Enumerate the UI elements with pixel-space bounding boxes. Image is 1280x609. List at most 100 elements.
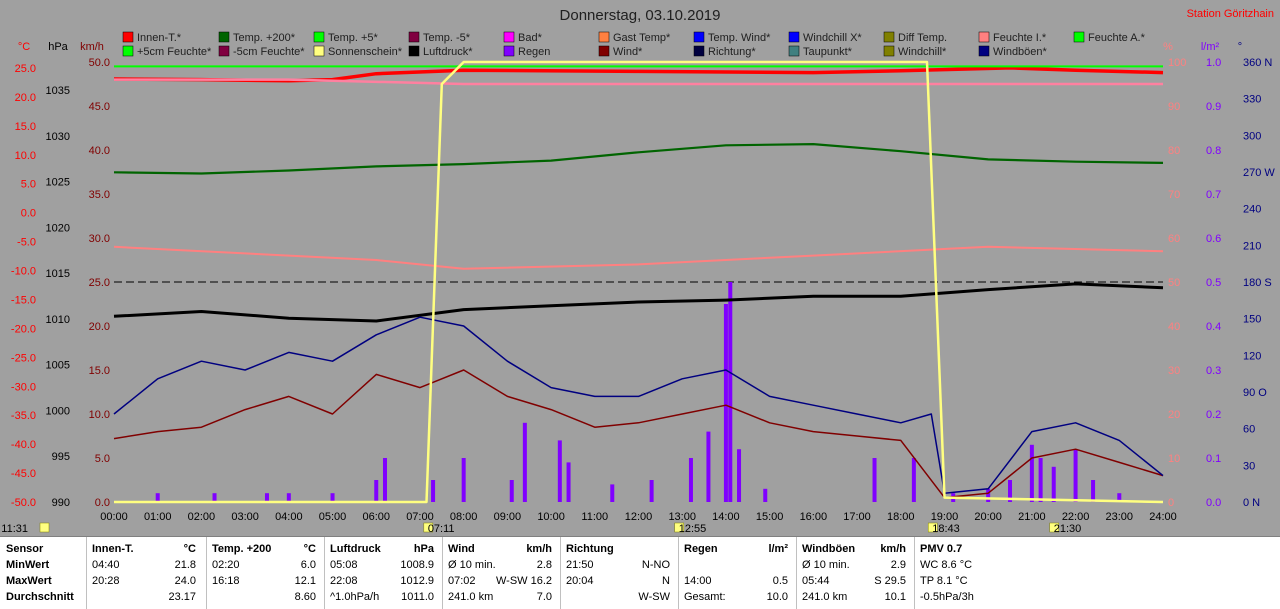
stats-column: Sensor MinWert MaxWert Durchschnitt xyxy=(6,537,86,609)
axis-tick-label: -20.0 xyxy=(11,323,36,335)
axis-tick-label: 1020 xyxy=(46,222,70,234)
stats-cell-value: 21.8 xyxy=(174,559,196,571)
axis-tick-label: 100 xyxy=(1168,57,1186,69)
event-label: 21:30 xyxy=(1054,523,1082,535)
stats-cell-label: ^1.0hPa/h xyxy=(330,591,380,603)
axis-tick-label: 10 xyxy=(1168,453,1180,465)
rain-bar xyxy=(649,480,654,502)
rain-bar xyxy=(431,480,436,502)
axis-tick-label: 210 xyxy=(1243,240,1261,252)
chart-title: Donnerstag, 03.10.2019 xyxy=(560,7,721,24)
stats-cell-label: 21:50 xyxy=(566,559,594,571)
legend-label: Feuchte A.* xyxy=(1088,32,1146,44)
series-line xyxy=(113,369,1164,499)
stats-cell-label: Ø 10 min. xyxy=(448,559,496,571)
axis-tick-label: 0.7 xyxy=(1206,189,1221,201)
stats-unit: km/h xyxy=(880,543,906,555)
axis-unit: % xyxy=(1163,41,1173,53)
legend-label: Windchill* xyxy=(898,46,947,58)
axis-tick-label: 25.0 xyxy=(15,63,36,75)
event-marker xyxy=(423,522,434,533)
stats-cell-value: 1008.9 xyxy=(400,559,434,571)
axis-unit: hPa xyxy=(48,41,68,53)
axis-tick-label: 0.6 xyxy=(1206,233,1221,245)
legend: Innen-T.* Temp. +200* Temp. +5* Temp. -5* Ba… xyxy=(122,31,1146,58)
stats-separator xyxy=(442,537,443,609)
x-axis: 00:00 01:00 02:00 03:00 04:00 05:00 06:00 07:00… xyxy=(1,511,1176,535)
axis-tick-label: 0.2 xyxy=(1206,409,1221,421)
stats-cell-value: 1012.9 xyxy=(400,575,434,587)
legend-label: Windböen* xyxy=(993,46,1048,58)
stats-row-label: Durchschnitt xyxy=(6,591,74,603)
stats-header: Temp. +200 xyxy=(212,543,272,555)
axis-tick-label: 120 xyxy=(1243,350,1261,362)
axis-tick-label: 0 N xyxy=(1243,497,1260,509)
x-tick-label: 15:00 xyxy=(756,511,784,523)
series-line xyxy=(114,78,1163,86)
event-label: 18:43 xyxy=(932,523,960,535)
stats-cell-value: W-SW 16.2 xyxy=(495,575,552,587)
legend-swatch xyxy=(598,45,610,57)
axis-tick-label: -30.0 xyxy=(11,381,36,393)
stats-separator xyxy=(914,537,915,609)
axis-tick-label: 150 xyxy=(1243,314,1261,326)
axis-tick-label: 1015 xyxy=(46,268,70,280)
stats-header: Innen-T. xyxy=(92,543,134,555)
stats-cell-label: Ø 10 min. xyxy=(802,559,850,571)
axis-tick-label: 0.8 xyxy=(1206,145,1221,157)
legend-swatch xyxy=(408,31,420,43)
axis-tick-label: 330 xyxy=(1243,94,1261,106)
rain-bar xyxy=(763,488,768,502)
axis-tick-label: 80 xyxy=(1168,145,1180,157)
stats-cell-value: 23.17 xyxy=(168,591,196,603)
legend-swatch xyxy=(408,45,420,57)
rain-bar xyxy=(566,462,571,502)
legend-swatch xyxy=(503,31,515,43)
stats-cell-value: 10.0 xyxy=(766,591,788,603)
axis-tick-label: 0.0 xyxy=(21,208,36,220)
axis-tick-label: 25.0 xyxy=(89,277,110,289)
legend-swatch xyxy=(218,31,230,43)
stats-separator xyxy=(678,537,679,609)
stats-cell-label: 05:08 xyxy=(330,559,358,571)
stats-cell-value: W-SW xyxy=(638,591,670,603)
axis-tick-label: 0.5 xyxy=(1206,277,1221,289)
stats-cell-value: 0.5 xyxy=(772,575,788,587)
axis-tick-label: -25.0 xyxy=(11,352,36,364)
stats-cell-label: 16:18 xyxy=(212,575,240,587)
axis-tick-label: 10.0 xyxy=(15,150,36,162)
x-tick-label: 10:00 xyxy=(537,511,565,523)
rain-bar xyxy=(461,458,466,502)
x-tick-label: 19:00 xyxy=(931,511,959,523)
axis-tick-label: 15.0 xyxy=(15,121,36,133)
stats-cell-value: 2.9 xyxy=(890,559,906,571)
stats-unit: °C xyxy=(303,543,316,555)
x-tick-label: 00:00 xyxy=(100,511,128,523)
legend-label: Windchill X* xyxy=(803,32,862,44)
axis-tick-label: 90 xyxy=(1168,101,1180,113)
stats-cell-label: Gesamt: xyxy=(684,591,726,603)
axis-tick-label: 0.4 xyxy=(1206,321,1221,333)
axis-tick-label: 360 N xyxy=(1243,57,1272,69)
legend-swatch xyxy=(218,45,230,57)
stats-column: Windböen km/h Ø 10 min. 2.9 05:44 S 29.5 241.0… xyxy=(802,537,912,609)
x-tick-label: 17:00 xyxy=(843,511,871,523)
rain-bar xyxy=(1051,466,1056,502)
series-line xyxy=(114,60,1164,504)
stats-cell-label: 20:28 xyxy=(92,575,120,587)
station-label: Station Göritzhain xyxy=(1187,8,1274,20)
x-tick-label: 16:00 xyxy=(800,511,828,523)
legend-swatch xyxy=(978,31,990,43)
rain-bar xyxy=(706,431,711,502)
x-tick-label: 23:00 xyxy=(1106,511,1134,523)
legend-swatch xyxy=(122,31,134,43)
axis-tick-label: 1030 xyxy=(46,131,70,143)
legend-swatch xyxy=(693,45,705,57)
rain-bar xyxy=(723,304,728,502)
rain-bar xyxy=(610,484,615,502)
rain-bar xyxy=(1029,444,1034,502)
rain-bar xyxy=(1073,449,1078,502)
axis-tick-label: 1005 xyxy=(46,360,70,372)
stats-cell-label: 20:04 xyxy=(566,575,594,587)
stats-header: Richtung xyxy=(566,543,614,555)
